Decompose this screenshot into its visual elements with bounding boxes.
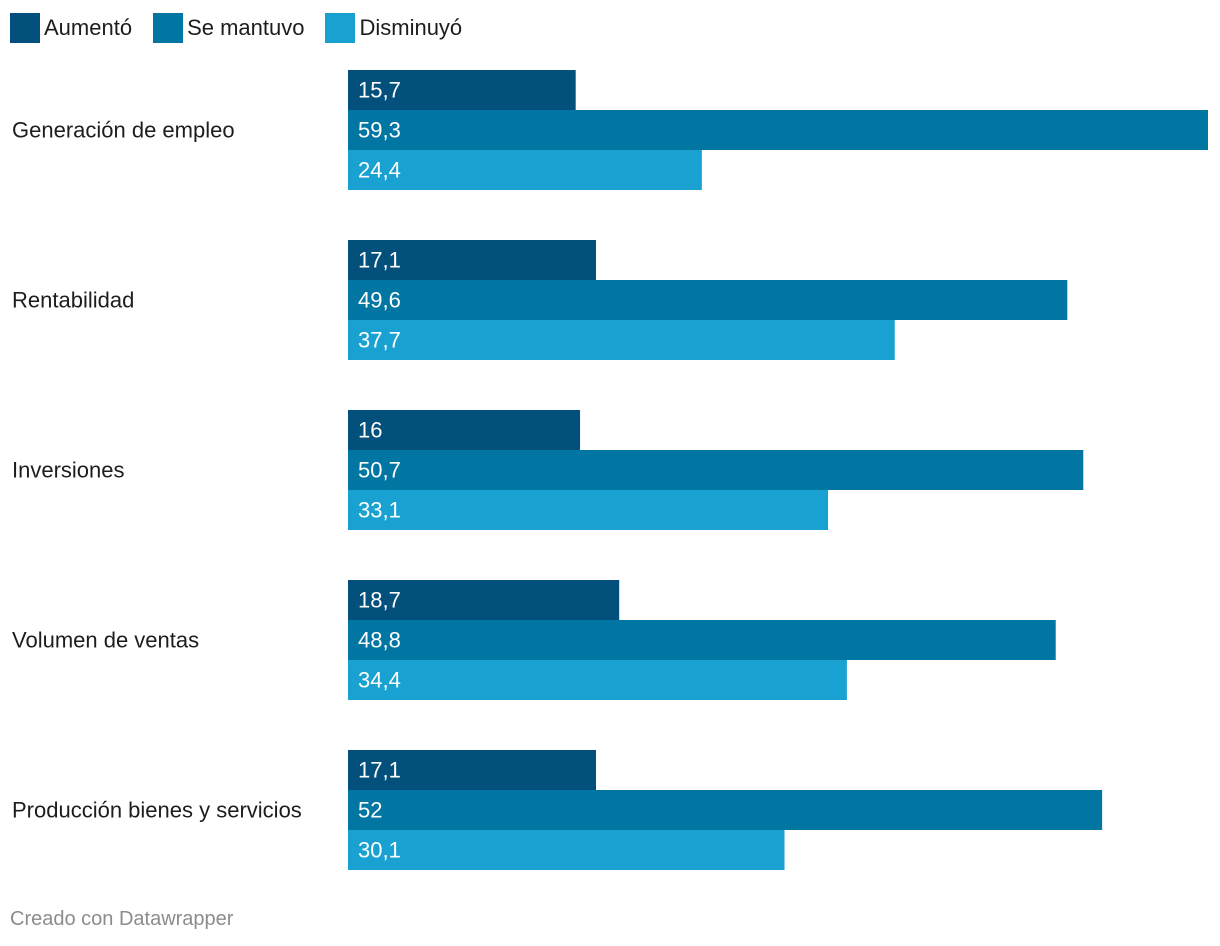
- bar-volumen-de-ventas-aumento: [348, 580, 620, 620]
- bar-value-label-rentabilidad-aumento: 17,1: [358, 248, 401, 273]
- legend-swatch-se-mantuvo: [153, 13, 184, 43]
- bar-generacion-de-empleo-se-mantuvo: [348, 110, 1208, 150]
- bar-value-label-generacion-de-empleo-disminuyo: 24,4: [358, 158, 401, 183]
- bar-generacion-de-empleo-disminuyo: [348, 150, 702, 190]
- bar-value-label-produccion-bienes-y-servicios-se-mantuvo: 52: [358, 798, 382, 823]
- bar-value-label-volumen-de-ventas-se-mantuvo: 48,8: [358, 628, 401, 653]
- bar-value-label-volumen-de-ventas-aumento: 18,7: [358, 588, 401, 613]
- legend-item-se-mantuvo: Se mantuvo: [153, 13, 304, 43]
- category-label-volumen-de-ventas: Volumen de ventas: [12, 628, 199, 653]
- bar-value-label-generacion-de-empleo-aumento: 15,7: [358, 78, 401, 103]
- bar-value-label-produccion-bienes-y-servicios-aumento: 17,1: [358, 758, 401, 783]
- legend-item-aumento: Aumentó: [10, 13, 132, 43]
- legend-label-disminuyo: Disminuyó: [359, 15, 463, 40]
- bar-rentabilidad-aumento: [348, 240, 596, 280]
- footer-credit: Creado con Datawrapper: [10, 908, 234, 930]
- bar-produccion-bienes-y-servicios-aumento: [348, 750, 596, 790]
- bar-value-label-volumen-de-ventas-disminuyo: 34,4: [358, 668, 401, 693]
- legend-label-aumento: Aumentó: [44, 15, 133, 40]
- bar-value-label-produccion-bienes-y-servicios-disminuyo: 30,1: [358, 838, 401, 863]
- bar-generacion-de-empleo-aumento: [348, 70, 576, 110]
- chart-legend: Aumentó Se mantuvo Disminuyó: [10, 13, 483, 43]
- bar-rentabilidad-disminuyo: [348, 320, 895, 360]
- bar-inversiones-aumento: [348, 410, 581, 450]
- category-label-inversiones: Inversiones: [12, 458, 125, 483]
- legend-swatch-aumento: [10, 13, 40, 43]
- bar-value-label-inversiones-disminuyo: 33,1: [358, 498, 401, 523]
- bar-inversiones-se-mantuvo: [348, 450, 1084, 490]
- bar-volumen-de-ventas-se-mantuvo: [348, 620, 1056, 660]
- bar-value-label-rentabilidad-se-mantuvo: 49,6: [358, 288, 401, 313]
- bar-value-label-inversiones-aumento: 16: [358, 418, 382, 443]
- bar-value-label-inversiones-se-mantuvo: 50,7: [358, 458, 401, 483]
- legend-swatch-disminuyo: [325, 13, 356, 43]
- bar-value-label-generacion-de-empleo-se-mantuvo: 59,3: [358, 118, 401, 143]
- bar-produccion-bienes-y-servicios-disminuyo: [348, 830, 785, 870]
- category-label-rentabilidad: Rentabilidad: [12, 288, 134, 313]
- legend-item-disminuyo: Disminuyó: [325, 13, 462, 43]
- legend-label-se-mantuvo: Se mantuvo: [187, 15, 305, 40]
- category-label-produccion-bienes-y-servicios: Producción bienes y servicios: [12, 798, 302, 823]
- bar-inversiones-disminuyo: [348, 490, 829, 530]
- category-label-generacion-de-empleo: Generación de empleo: [12, 118, 235, 143]
- bar-rentabilidad-se-mantuvo: [348, 280, 1068, 320]
- bar-volumen-de-ventas-disminuyo: [348, 660, 847, 700]
- bar-value-label-rentabilidad-disminuyo: 37,7: [358, 328, 401, 353]
- bar-produccion-bienes-y-servicios-se-mantuvo: [348, 790, 1103, 830]
- bar-chart: Generación de empleo 15,7 59,3 24,4 Rentabil…: [12, 70, 1208, 870]
